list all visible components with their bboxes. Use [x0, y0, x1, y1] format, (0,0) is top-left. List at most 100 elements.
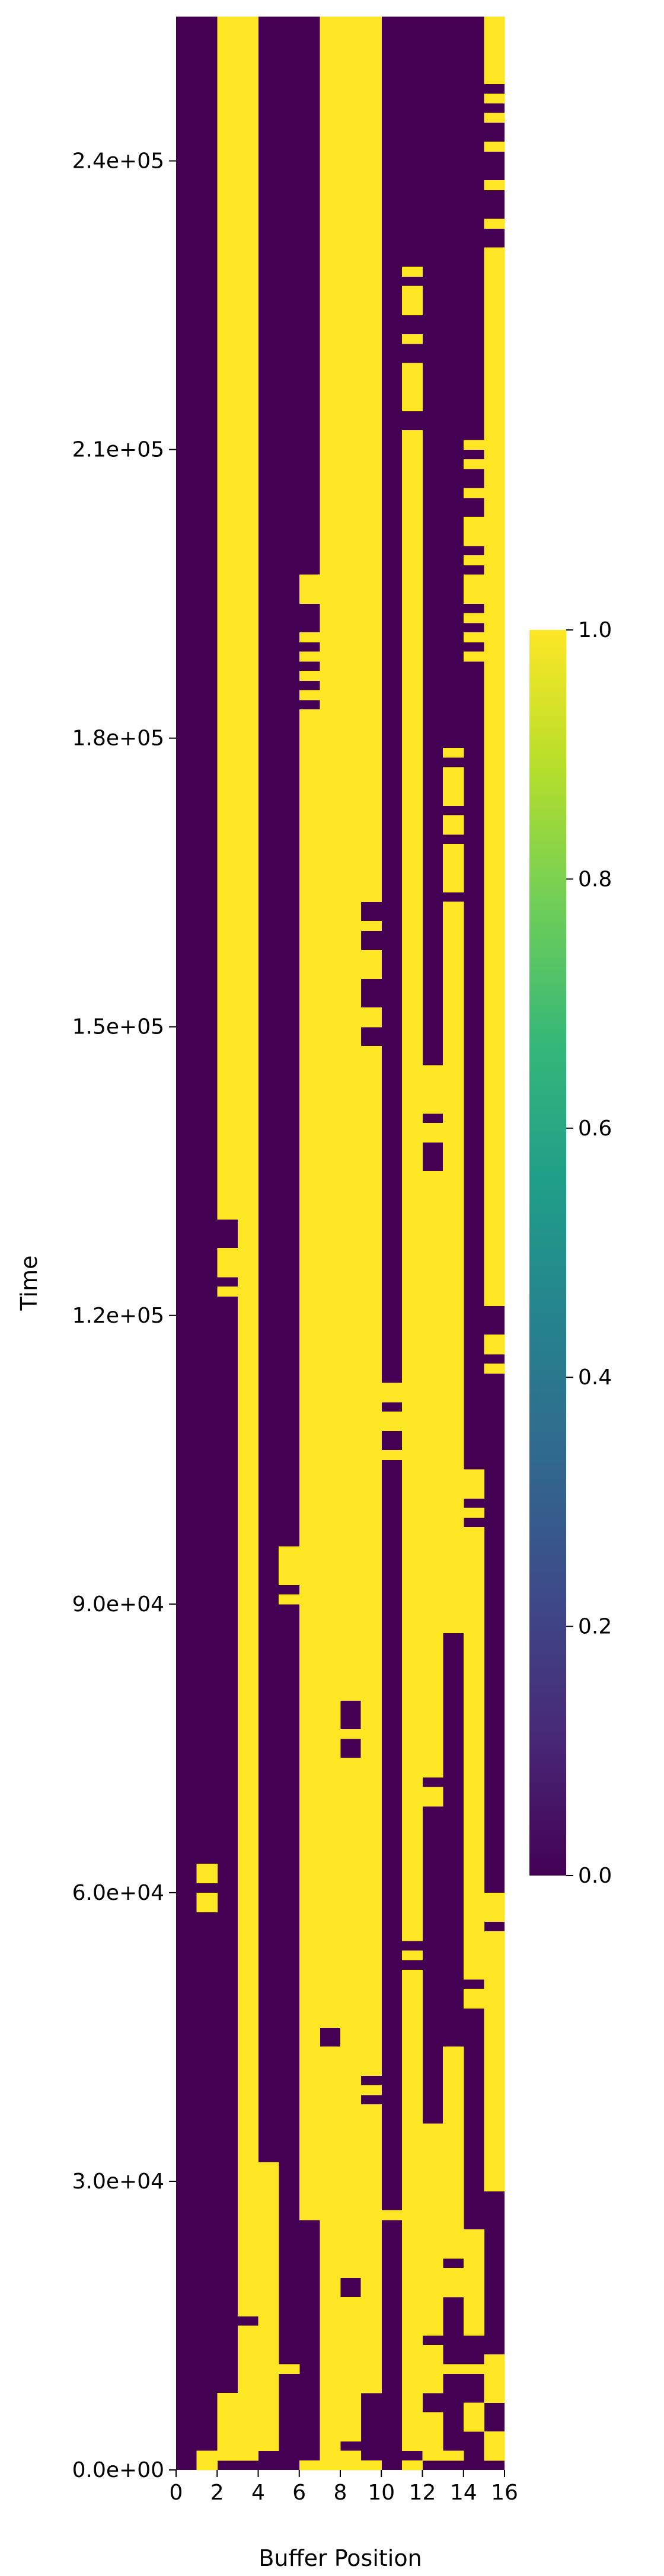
heatmap-cell-13 — [443, 844, 464, 893]
heatmap-cell-12 — [422, 1171, 443, 1778]
heatmap-cell-7 — [320, 17, 341, 2028]
heatmap-cell-1 — [196, 1864, 218, 1884]
heatmap-cell-14 — [463, 555, 484, 566]
y-tick-label: 1.5e+05 — [72, 1015, 164, 1039]
x-tick-label: 2 — [210, 2481, 224, 2505]
heatmap-cell-11 — [401, 430, 423, 1941]
x-tick-label: 8 — [334, 2481, 347, 2505]
heatmap-cell-11 — [401, 363, 423, 412]
heatmap-cell-12 — [422, 2412, 443, 2461]
heatmap-cell-6 — [299, 632, 320, 642]
heatmap-cell-11 — [401, 267, 423, 277]
x-tick-label: 10 — [368, 2481, 395, 2505]
heatmap-cell-2 — [217, 1287, 238, 1297]
heatmap-cell-11 — [401, 334, 423, 344]
heatmap-cell-9 — [360, 949, 382, 980]
heatmap-cell-14 — [463, 440, 484, 450]
heatmap-cell-11 — [401, 286, 423, 315]
heatmap-cell-8 — [340, 2296, 362, 2441]
colorbar-gradient — [529, 630, 566, 1876]
heatmap-cell-5 — [279, 1594, 300, 1605]
heatmap-cell-9 — [360, 17, 382, 903]
heatmap-cell-15 — [484, 2354, 505, 2403]
heatmap-cell-15 — [484, 113, 505, 123]
heatmap-cell-15 — [484, 2431, 505, 2461]
heatmap-cell-11 — [401, 2460, 423, 2471]
heatmap-cell-14 — [463, 574, 484, 604]
colorbar-tick-label: 0.0 — [578, 1864, 612, 1888]
x-axis-label: Buffer Position — [258, 2545, 422, 2571]
x-tick-label: 14 — [450, 2481, 477, 2505]
heatmap-cell-14 — [463, 2229, 484, 2336]
heatmap-cell-14 — [463, 1989, 484, 2009]
heatmap-cell-15 — [484, 1892, 505, 1922]
heatmap-cell-13 — [443, 747, 464, 758]
colorbar-tick-label: 0.8 — [578, 867, 612, 891]
heatmap-cell-15 — [484, 17, 505, 85]
heatmap-cell-15 — [484, 93, 505, 104]
heatmap-cell-3 — [237, 2325, 259, 2461]
heatmap-cell-8 — [340, 1758, 362, 2278]
heatmap-cell-6 — [299, 2460, 320, 2471]
heatmap-cell-8 — [340, 2450, 362, 2471]
heatmap-cell-14 — [463, 2364, 484, 2375]
heatmap-cell-12 — [422, 1123, 443, 1143]
heatmap-cell-11 — [401, 1950, 423, 1961]
heatmap-cell-13 — [443, 2364, 464, 2375]
heatmap-cell-8 — [340, 17, 362, 1701]
heatmap-cell-5 — [279, 2364, 300, 2375]
heatmap-cell-14 — [463, 488, 484, 498]
heatmap-cell-6 — [299, 651, 320, 662]
heatmap-cell-8 — [340, 1729, 362, 1739]
heatmap-cell-11 — [401, 1969, 423, 2452]
heatmap-cell-13 — [443, 2046, 464, 2259]
heatmap-cell-13 — [443, 2450, 464, 2461]
heatmap-cell-10 — [381, 1450, 403, 1460]
heatmap-cell-4 — [258, 2162, 279, 2452]
heatmap-cell-14 — [463, 1527, 484, 1980]
colorbar: 0.0 0.2 0.4 0.6 0.8 1.0 — [529, 618, 612, 1888]
heatmap-cell-15 — [484, 1335, 505, 1355]
heatmap-cell-13 — [443, 2268, 464, 2297]
heatmap-cell-14 — [463, 1508, 484, 1518]
colorbar-tick-label: 0.6 — [578, 1116, 612, 1141]
heatmap-cell-15 — [484, 218, 505, 229]
heatmap-cell-13 — [443, 815, 464, 835]
y-axis-label: Time — [16, 1256, 42, 1311]
heatmap-cell-14 — [463, 1469, 484, 1499]
heatmap-cell-15 — [484, 247, 505, 1307]
x-tick-label: 6 — [292, 2481, 306, 2505]
y-tick-label: 2.1e+05 — [72, 438, 164, 462]
heatmap-cell-9 — [360, 2460, 382, 2471]
heatmap-cell-7 — [320, 2046, 341, 2471]
heatmap-cells — [176, 17, 505, 2471]
heatmap-cell-6 — [299, 690, 320, 700]
heatmap-cell-9 — [360, 1007, 382, 1028]
heatmap-cell-15 — [484, 1363, 505, 1374]
heatmap-cell-1 — [196, 1892, 218, 1912]
y-tick-label: 1.2e+05 — [72, 1304, 164, 1328]
x-tick-label: 0 — [170, 2481, 183, 2505]
heatmap-cell-12 — [422, 2344, 443, 2393]
heatmap-cell-14 — [463, 2402, 484, 2432]
heatmap-cell-9 — [360, 2104, 382, 2393]
heatmap-cell-6 — [299, 709, 320, 2220]
colorbar-tick-label: 1.0 — [578, 618, 612, 642]
heatmap-cell-10 — [381, 1383, 403, 1403]
heatmap-cell-14 — [463, 613, 484, 623]
y-axis: 0.0e+00 3.0e+04 6.0e+04 9.0e+04 1.2e+05 1.5e+… — [72, 149, 176, 2482]
y-tick-label: 2.4e+05 — [72, 149, 164, 174]
y-tick-label: 9.0e+04 — [72, 1592, 164, 1617]
heatmap-cell-9 — [360, 1046, 382, 2076]
heatmap-cell-5 — [279, 1546, 300, 1585]
heatmap-cell-14 — [463, 517, 484, 546]
x-tick-label: 4 — [251, 2481, 265, 2505]
heatmap-cell-3 — [237, 17, 259, 2316]
y-tick-label: 0.0e+00 — [72, 2458, 164, 2482]
heatmap-cell-1 — [196, 2450, 218, 2471]
colorbar-tick-label: 0.2 — [578, 1615, 612, 1639]
heatmap-cell-2 — [217, 2393, 238, 2461]
y-tick-label: 1.8e+05 — [72, 727, 164, 751]
y-tick-label: 6.0e+04 — [72, 1881, 164, 1905]
